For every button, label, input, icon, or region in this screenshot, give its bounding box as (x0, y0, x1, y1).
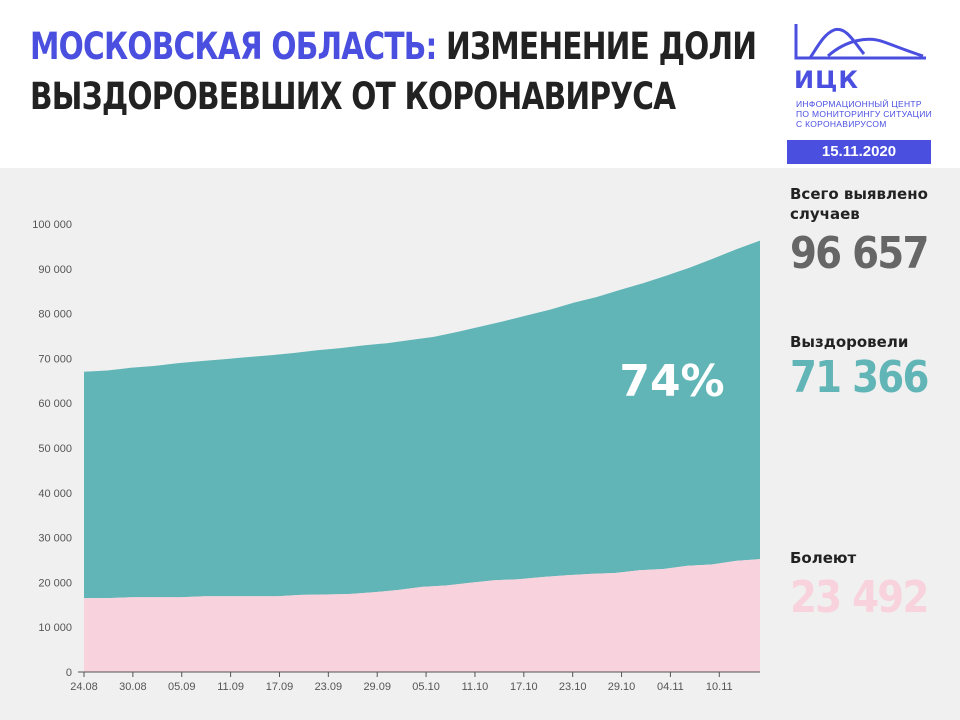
stat-sick-value: 23 492 (790, 572, 929, 623)
x-tick-label: 17.09 (266, 681, 294, 693)
y-tick-label: 90 000 (38, 264, 72, 276)
date-badge: 15.11.2020 (787, 140, 931, 164)
x-tick-label: 23.09 (315, 681, 343, 693)
stat-sick-label: Болеют (790, 549, 857, 567)
x-tick-label: 29.10 (608, 681, 636, 693)
y-tick-label: 20 000 (38, 577, 72, 589)
x-tick-label: 29.09 (363, 681, 391, 693)
x-tick-label: 05.09 (168, 681, 196, 693)
x-tick-label: 04.11 (657, 681, 684, 693)
recovered-percent-label: 74% (619, 356, 724, 407)
title-line-2: ВЫЗДОРОВЕВШИХ ОТ КОРОНАВИРУСА (30, 75, 676, 118)
sick-area (84, 559, 760, 672)
stat-total: Всего выявлено случаев 96 657 (790, 184, 946, 278)
area-chart: 0 10 000 20 000 30 000 40 000 50 000 60 000 70 … (32, 219, 760, 693)
stat-recovered-value: 71 366 (790, 352, 929, 403)
y-tick-label: 40 000 (38, 488, 72, 500)
logo: ИЦК ИНФОРМАЦИОННЫЙ ЦЕНТР ПО МОНИТОРИНГУ … (788, 20, 938, 129)
stat-sick: Болеют 23 492 (790, 548, 946, 622)
stat-total-value: 96 657 (790, 228, 929, 279)
logo-subtitle: ИНФОРМАЦИОННЫЙ ЦЕНТР ПО МОНИТОРИНГУ СИТУ… (796, 99, 946, 129)
logo-subtitle-line: С КОРОНАВИРУСОМ (796, 119, 887, 129)
y-tick-label: 30 000 (38, 533, 72, 545)
stat-recovered-label: Выздоровели (790, 333, 909, 351)
y-tick-label: 60 000 (38, 398, 72, 410)
y-tick-label: 50 000 (38, 443, 72, 455)
y-tick-label: 100 000 (32, 219, 72, 231)
y-tick-label: 10 000 (38, 622, 72, 634)
logo-arc-icon (794, 24, 926, 60)
title-line-1: МОСКОВСКАЯ ОБЛАСТЬ: ИЗМЕНЕНИЕ ДОЛИ (30, 22, 757, 72)
logo-subtitle-line: ИНФОРМАЦИОННЫЙ ЦЕНТР (796, 99, 922, 109)
x-tick-label: 10.11 (706, 681, 733, 693)
recovered-area (84, 240, 760, 599)
x-tick-label: 17.10 (510, 681, 538, 693)
y-tick-label: 80 000 (38, 309, 72, 321)
logo-abbr: ИЦК (794, 66, 859, 94)
title-region: МОСКОВСКАЯ ОБЛАСТЬ: (30, 25, 437, 68)
title-line-1-rest: ИЗМЕНЕНИЕ ДОЛИ (446, 25, 757, 68)
chart-panel: 0 10 000 20 000 30 000 40 000 50 000 60 000 70 … (0, 168, 960, 720)
y-tick-label: 70 000 (38, 353, 72, 365)
stat-recovered: Выздоровели 71 366 (790, 332, 946, 402)
x-tick-label: 11.09 (217, 681, 244, 693)
x-tick-label: 23.10 (559, 681, 587, 693)
page-title: МОСКОВСКАЯ ОБЛАСТЬ: ИЗМЕНЕНИЕ ДОЛИ ВЫЗДО… (30, 22, 757, 122)
x-tick-label: 30.08 (119, 681, 147, 693)
x-tick-label: 24.08 (70, 681, 98, 693)
x-tick-label: 05.10 (412, 681, 440, 693)
x-tick-label: 11.10 (462, 681, 489, 693)
header: МОСКОВСКАЯ ОБЛАСТЬ: ИЗМЕНЕНИЕ ДОЛИ ВЫЗДО… (0, 0, 960, 168)
logo-subtitle-line: ПО МОНИТОРИНГУ СИТУАЦИИ (796, 109, 933, 119)
y-tick-label: 0 (66, 667, 72, 679)
stat-total-label: Всего выявлено случаев (790, 185, 928, 223)
